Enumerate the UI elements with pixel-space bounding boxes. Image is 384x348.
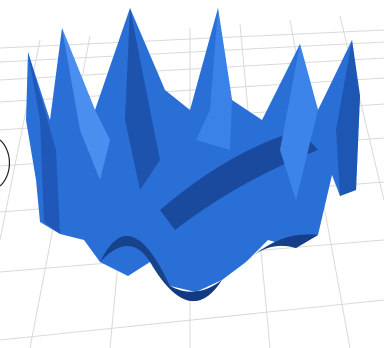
- surface-render: [0, 0, 384, 348]
- page: [0, 0, 384, 348]
